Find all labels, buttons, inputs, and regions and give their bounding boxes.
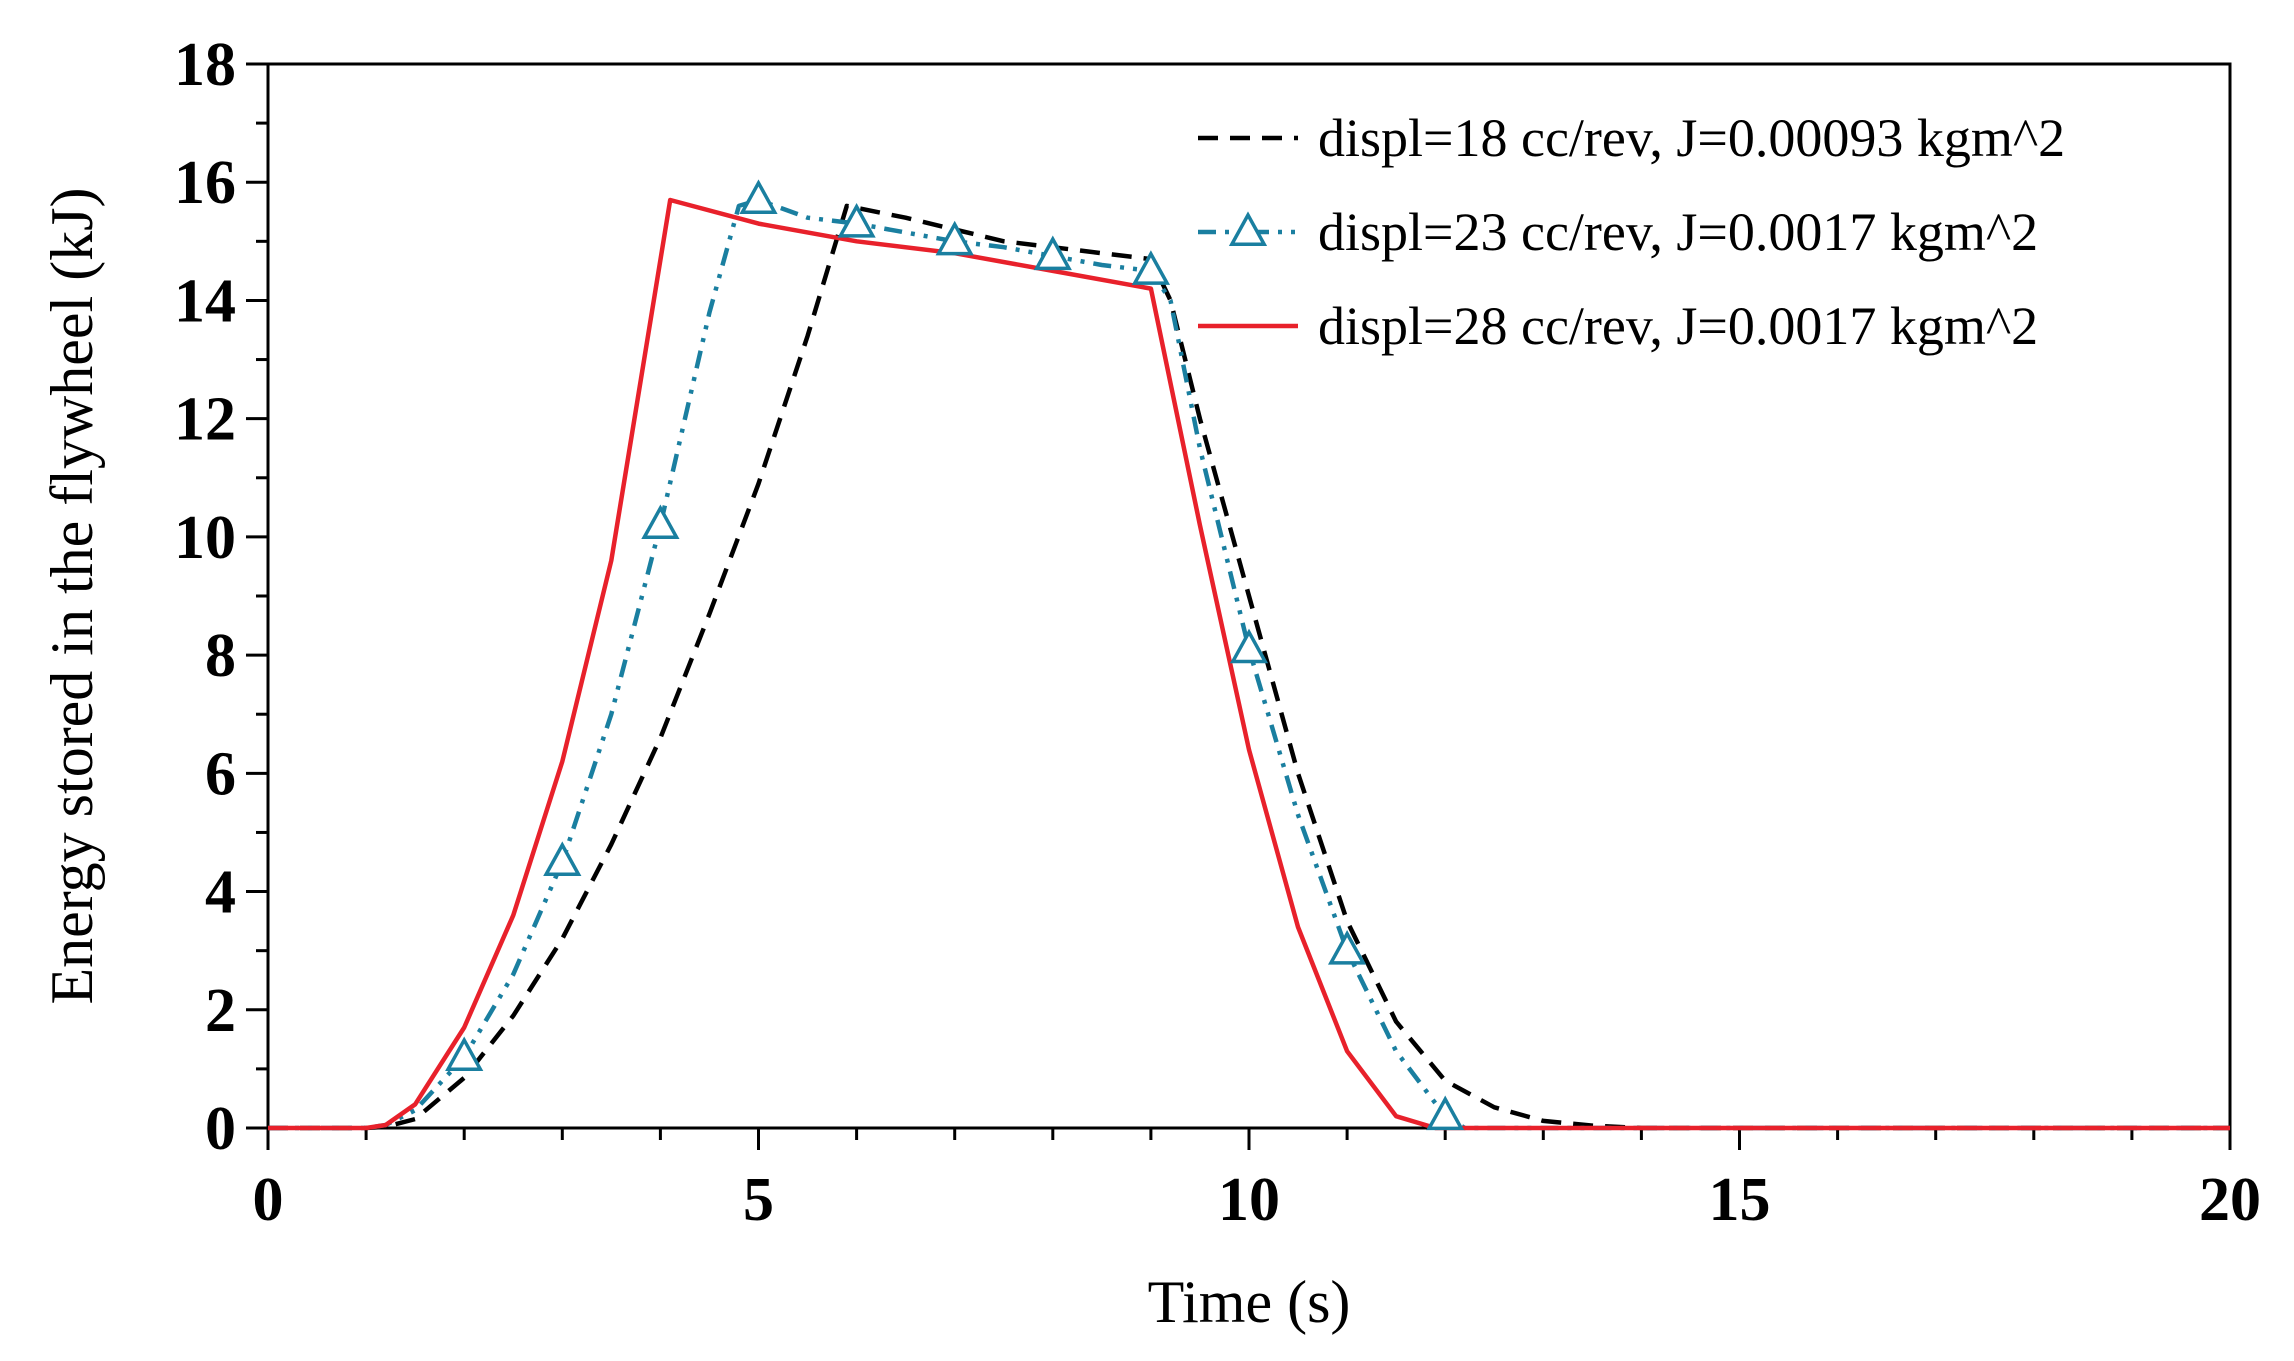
x-tick-label: 10 bbox=[1218, 1166, 1280, 1234]
data-point-marker bbox=[1229, 628, 1269, 664]
y-tick-label: 10 bbox=[174, 504, 236, 572]
y-tick-label: 4 bbox=[205, 859, 236, 927]
y-tick-label: 16 bbox=[174, 149, 236, 217]
legend-marker bbox=[1228, 211, 1268, 246]
y-tick-label: 0 bbox=[205, 1095, 236, 1163]
data-point-marker bbox=[641, 504, 680, 540]
data-point-marker bbox=[445, 1036, 484, 1072]
legend-label: displ=23 cc/rev, J=0.0017 kgm^2 bbox=[1318, 202, 2038, 262]
series-line bbox=[268, 203, 2230, 1131]
axes: 0 2 4 6 8 10 12 14 16 18 0 5 10 15 20 Time (s) Energy st… bbox=[39, 31, 2261, 1335]
series-line bbox=[268, 197, 2230, 1131]
y-axis-title: Energy stored in the flywheel (kJ) bbox=[39, 187, 105, 1004]
legend: displ=18 cc/rev, J=0.00093 kgm^2 displ=23… bbox=[1198, 108, 2065, 356]
y-tick-label: 12 bbox=[174, 386, 236, 454]
x-tick-label: 15 bbox=[1709, 1166, 1771, 1234]
x-axis-title: Time (s) bbox=[1148, 1269, 1351, 1335]
data-point-marker bbox=[543, 841, 582, 876]
data-point-marker bbox=[1426, 1095, 1465, 1131]
data-point-marker bbox=[837, 202, 876, 238]
x-tick-label: 5 bbox=[743, 1166, 774, 1234]
data-point-marker bbox=[1033, 235, 1072, 271]
y-tick-label: 14 bbox=[174, 267, 236, 335]
data-point-marker bbox=[935, 220, 974, 256]
y-tick-label: 2 bbox=[205, 977, 236, 1045]
x-tick-label: 0 bbox=[253, 1166, 284, 1234]
x-tick-label: 20 bbox=[2199, 1166, 2261, 1234]
data-point-marker bbox=[1131, 250, 1171, 285]
data-point-marker bbox=[739, 179, 778, 214]
y-tick-label: 8 bbox=[205, 622, 236, 690]
legend-label: displ=28 cc/rev, J=0.0017 kgm^2 bbox=[1318, 296, 2038, 356]
legend-label: displ=18 cc/rev, J=0.00093 kgm^2 bbox=[1318, 108, 2065, 168]
y-tick-label: 18 bbox=[174, 31, 236, 99]
series-group bbox=[268, 179, 2230, 1131]
data-point-marker bbox=[1327, 930, 1367, 965]
y-tick-label: 6 bbox=[205, 740, 236, 808]
